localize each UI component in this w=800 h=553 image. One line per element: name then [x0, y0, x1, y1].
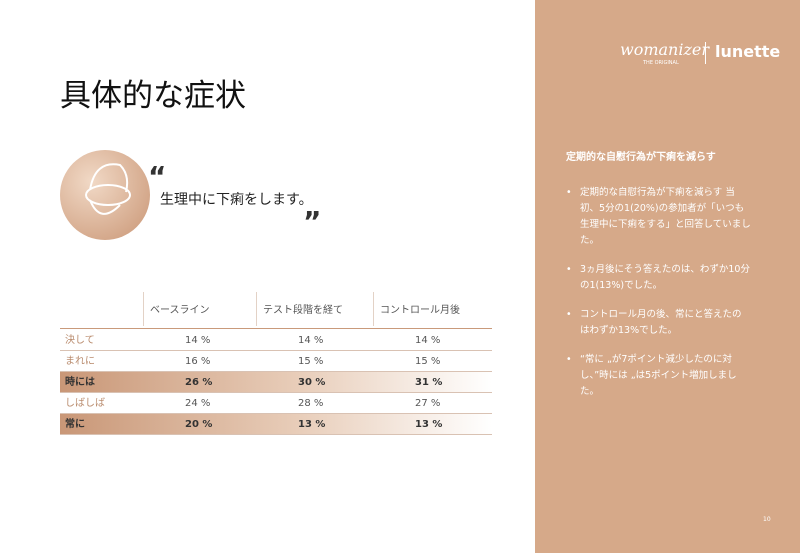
column-header: コントロール月後: [380, 305, 460, 316]
quote-close: ”: [303, 205, 322, 238]
page-number: 10: [763, 516, 771, 523]
table-cell: 15 %: [415, 356, 441, 367]
table-cell: 14 %: [415, 335, 441, 346]
table-cell: 28 %: [298, 398, 324, 409]
table-cell: 13 %: [415, 419, 443, 430]
table-header-rule: [60, 290, 492, 329]
table-cell: まれに: [65, 356, 95, 367]
quote-open: “: [148, 160, 167, 193]
table-cell: 20 %: [185, 419, 213, 430]
column-header: テスト段階を経て: [263, 305, 343, 316]
table-cell: 30 %: [298, 377, 326, 388]
title: 具体的な症状: [60, 78, 246, 114]
bullet-marker: •: [566, 309, 572, 320]
table-row: 時には 26 % 30 % 31 %: [60, 372, 492, 393]
bullet-marker: •: [566, 187, 572, 198]
bullet-line: “常に „が7ポイント減少したのに対: [580, 354, 732, 365]
logo-right: lunette: [715, 42, 781, 61]
table-cell: 15 %: [298, 356, 324, 367]
column-divider: [143, 292, 144, 326]
logo-tagline: THE ORIGINAL: [643, 60, 679, 66]
table-cell: 16 %: [185, 356, 211, 367]
bullet-line: コントロール月の後、常にと答えたの: [580, 309, 742, 320]
table-cell: しばしば: [65, 398, 105, 409]
bullet-line: た。: [580, 235, 600, 246]
table-cell: 決して: [65, 335, 95, 346]
quote-text: 生理中に下痢をします。: [160, 192, 313, 208]
table-cell: 13 %: [298, 419, 326, 430]
bullet-line: はわずか13%でした。: [580, 325, 678, 336]
bullet-line: 3ヵ月後にそう答えたのは、わずか10分: [580, 264, 750, 275]
table-row: 常に 20 % 13 % 13 %: [60, 414, 492, 435]
bullet-line: 生理中に下痢をする」と回答していまし: [580, 219, 751, 230]
column-divider: [256, 292, 257, 326]
bullet-line: た。: [580, 386, 600, 397]
table-cell: 31 %: [415, 377, 443, 388]
table-cell: 14 %: [298, 335, 324, 346]
table-row: 決して 14 % 14 % 14 %: [60, 330, 492, 351]
table-cell: 常に: [65, 419, 85, 430]
toilet-icon: [60, 150, 150, 240]
sidebar: womanizer THE ORIGINAL lunette 定期的な自慰行為が…: [535, 0, 800, 553]
bullet-line: 定期的な自慰行為が下痢を減らす 当: [580, 187, 735, 198]
bullet-marker: •: [566, 264, 572, 275]
column-header: ベースライン: [150, 305, 210, 316]
table-cell: 27 %: [415, 398, 441, 409]
table-cell: 24 %: [185, 398, 211, 409]
bullet-line: 初、5分の1(20%)の参加者が「いつも: [580, 203, 745, 214]
table-row: まれに 16 % 15 % 15 %: [60, 351, 492, 372]
logo-divider: [705, 42, 706, 64]
bullet-marker: •: [566, 354, 572, 365]
toilet-drawing: [85, 163, 131, 215]
bullet-line: し、”時には „は5ポイント増加しまし: [580, 370, 737, 381]
table-cell: 14 %: [185, 335, 211, 346]
table-cell: 時には: [65, 377, 95, 388]
sidebar-heading: 定期的な自慰行為が下痢を減らす: [566, 152, 716, 163]
column-divider: [373, 292, 374, 326]
logo-left: womanizer: [620, 40, 710, 59]
bullet-line: の1(13%)でした。: [580, 280, 663, 291]
table-cell: 26 %: [185, 377, 213, 388]
table-row: しばしば 24 % 28 % 27 %: [60, 393, 492, 414]
